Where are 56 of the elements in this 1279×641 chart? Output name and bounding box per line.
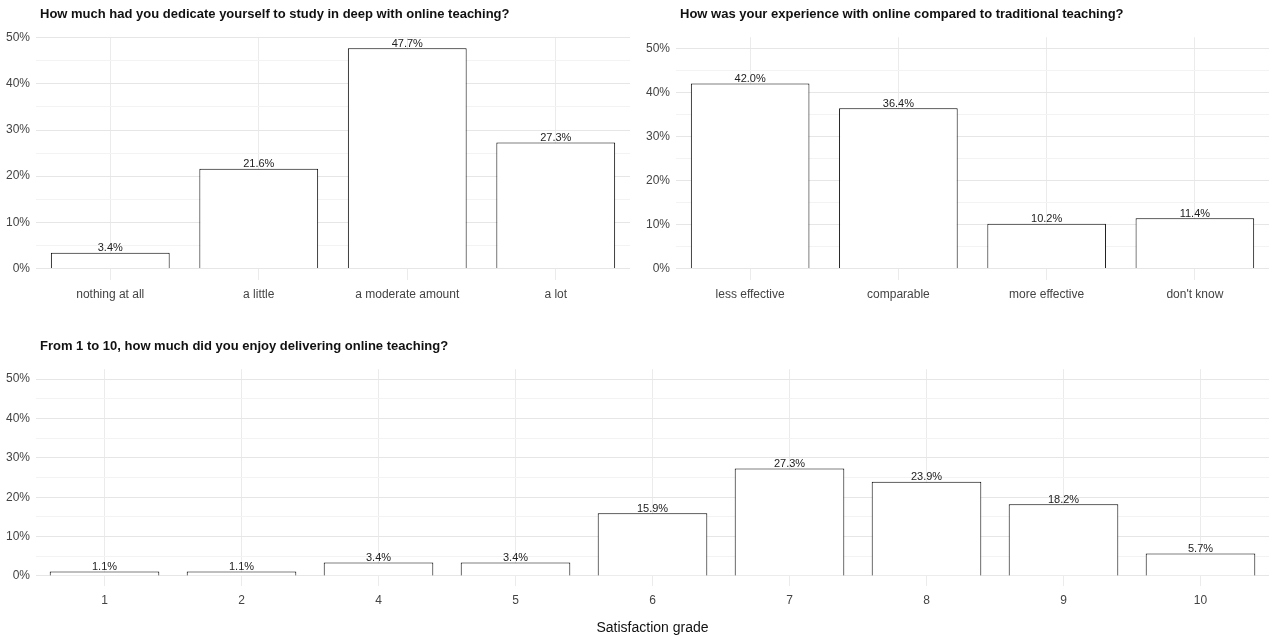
chart-title: From 1 to 10, how much did you enjoy delivering online teaching? [40, 338, 449, 353]
y-tick-label: 0% [652, 260, 671, 275]
y-tick-label: 30% [5, 122, 31, 137]
x-tick-label: comparable [867, 287, 931, 302]
data-label: 27.3% [540, 131, 572, 143]
y-tick-label: 40% [5, 76, 31, 91]
y-tick-label: 50% [5, 371, 31, 386]
y-tick-label: 20% [5, 168, 31, 183]
y-tick-label: 10% [5, 528, 31, 543]
y-tick-label: 0% [12, 260, 31, 275]
data-label: 18.2% [1047, 492, 1080, 505]
y-tick-label: 10% [5, 214, 31, 229]
data-label: 3.4% [502, 551, 529, 564]
data-label: 21.6% [243, 157, 275, 170]
data-label: 3.4% [97, 241, 124, 254]
chart-title: How much had you dedicate yourself to study in deep with online teaching? [40, 6, 510, 21]
x-tick-label: 10 [1193, 593, 1208, 608]
data-label: 47.7% [391, 36, 424, 49]
x-axis-title: Satisfaction grade [596, 619, 709, 636]
y-tick-label: 20% [5, 489, 31, 504]
x-tick-label: don't know [1166, 287, 1224, 302]
data-label: 1.1% [228, 560, 255, 573]
y-tick-label: 20% [645, 172, 671, 187]
x-tick-label: a little [243, 287, 275, 302]
x-tick-label: 7 [786, 593, 794, 608]
data-label: 27.3% [773, 456, 806, 469]
x-tick-label: more effective [1009, 287, 1085, 302]
data-label: 36.4% [882, 96, 915, 109]
x-tick-label: 6 [649, 593, 657, 608]
data-label: 10.2% [1031, 212, 1063, 225]
x-tick-label: 5 [512, 593, 520, 608]
x-tick-label: nothing at all [76, 287, 145, 302]
x-tick-label: 8 [923, 593, 931, 608]
y-tick-label: 40% [5, 410, 31, 425]
data-label: 15.9% [636, 501, 669, 514]
y-tick-label: 50% [5, 29, 31, 44]
y-tick-label: 50% [645, 40, 671, 55]
x-tick-label: a moderate amount [355, 287, 460, 302]
data-label: 3.4% [365, 551, 392, 564]
y-tick-label: 0% [12, 568, 31, 583]
x-tick-label: 1 [101, 593, 109, 608]
x-tick-label: a lot [544, 287, 568, 302]
data-label: 11.4% [1179, 206, 1211, 219]
x-tick-label: 9 [1060, 593, 1068, 608]
data-label: 42.0% [734, 72, 766, 85]
data-label: 1.1% [91, 560, 118, 573]
data-label: 5.7% [1187, 542, 1214, 555]
y-tick-label: 30% [5, 450, 31, 465]
chart-title: How was your experience with online compared to traditional teaching? [680, 6, 1124, 21]
y-tick-label: 30% [645, 128, 671, 143]
y-tick-label: 10% [645, 216, 671, 231]
data-label: 23.9% [910, 470, 943, 483]
x-tick-label: 4 [375, 593, 383, 608]
x-tick-label: 2 [238, 593, 246, 608]
y-tick-label: 40% [645, 84, 671, 99]
x-tick-label: less effective [715, 287, 786, 302]
